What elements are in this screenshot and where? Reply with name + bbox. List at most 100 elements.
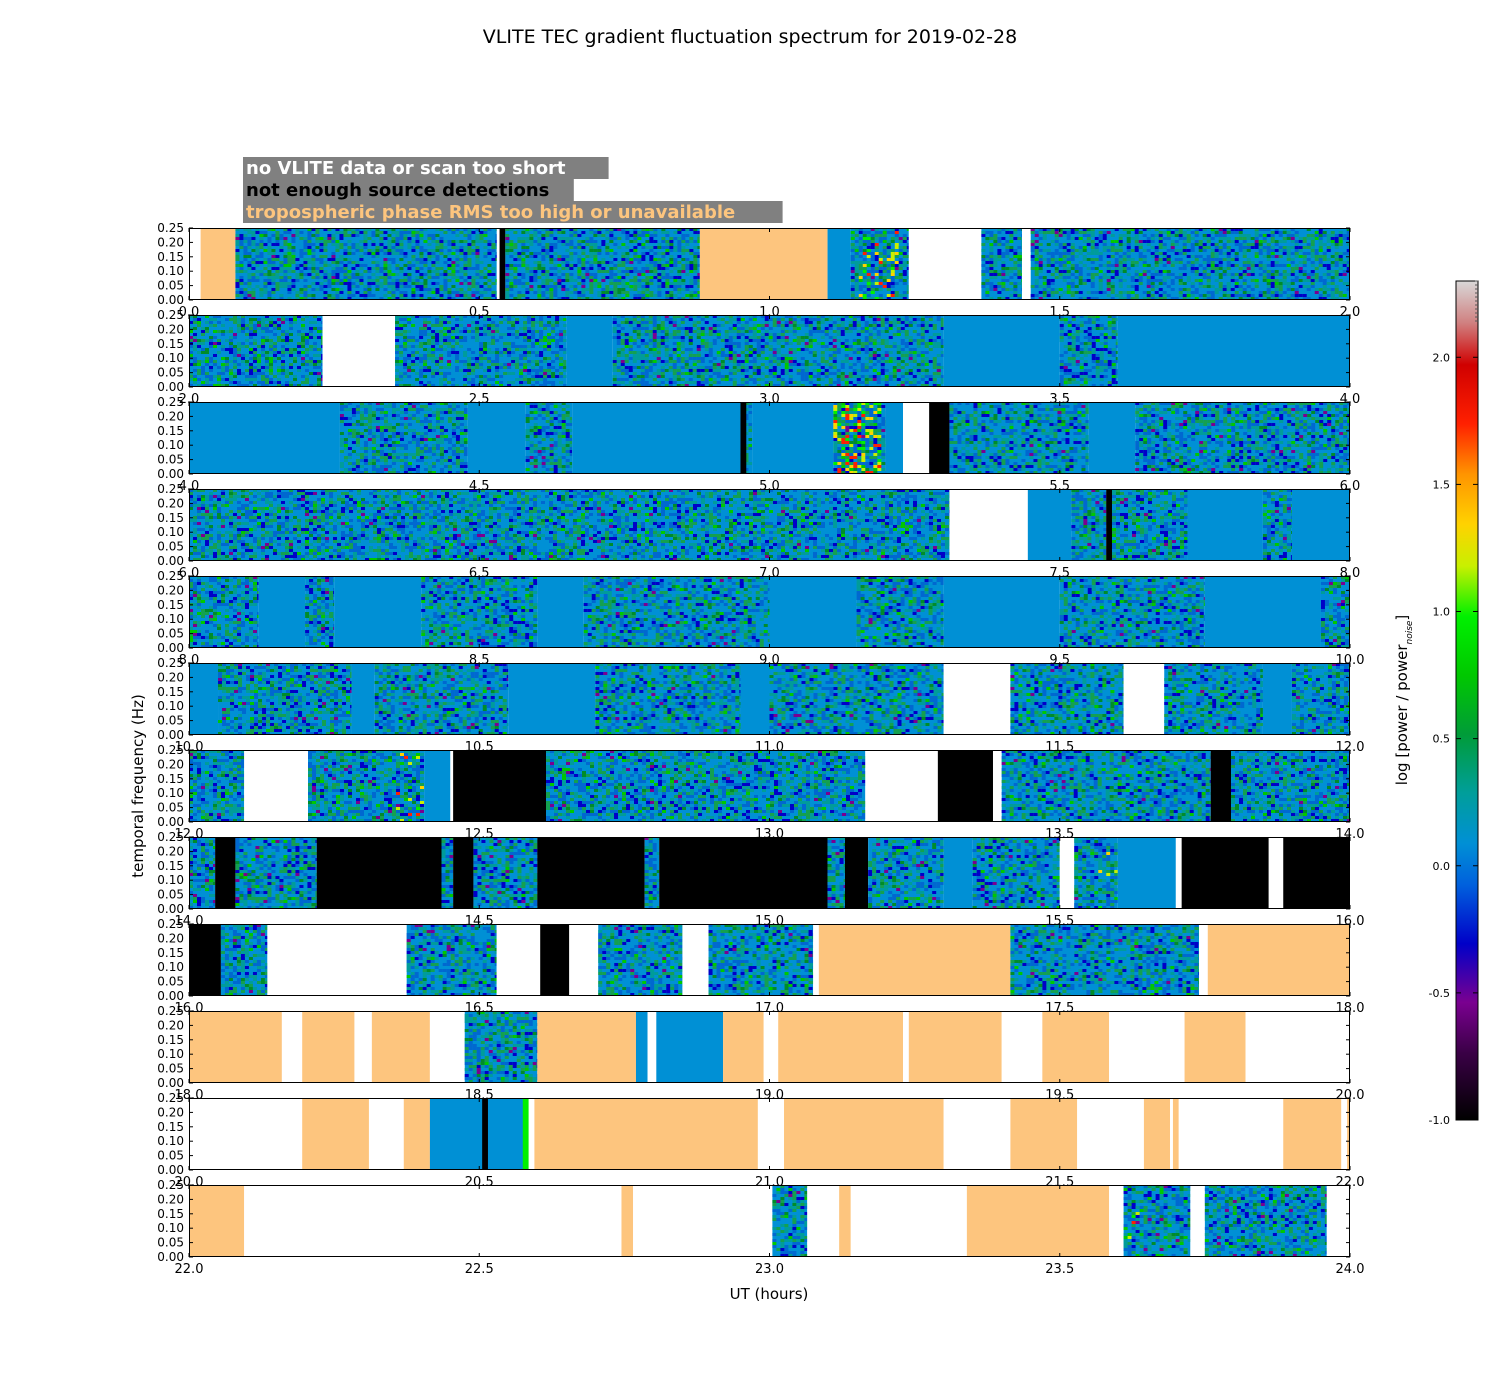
spectrum-cell [403, 384, 408, 387]
spectrum-cell [628, 339, 633, 342]
spectrum-cell [283, 276, 288, 279]
spectrum-cell [989, 282, 994, 285]
spectrum-cell [581, 294, 586, 297]
spectrum-cell [313, 360, 317, 363]
spectrum-cell [1262, 270, 1267, 273]
spectrum-cell [858, 237, 863, 240]
spectrum-cell [507, 381, 512, 384]
spectrum-cell [1118, 285, 1123, 288]
spectrum-cell [1282, 279, 1287, 282]
spectrum-cell [866, 276, 871, 279]
y-tick-label: 0.15 [157, 250, 184, 264]
spectrum-cell [419, 231, 424, 234]
spectrum-cell [1074, 228, 1079, 231]
plot-rows: 0.000.050.100.150.200.250.0 0.5 1.0 1.5 2.00… [157, 221, 1364, 1277]
spectrum-cell [423, 357, 428, 360]
spectrum-cell [997, 285, 1002, 288]
spectrum-cell [271, 279, 276, 282]
spectrum-cell [395, 315, 400, 318]
spectrum-cell [708, 348, 713, 351]
spectrum-cell [233, 351, 237, 354]
spectrum-cell [331, 273, 336, 276]
spectrum-cell [309, 372, 313, 375]
spectrum-cell [1278, 246, 1283, 249]
spectrum-cell [1310, 243, 1315, 246]
spectrum-cell [1142, 258, 1147, 261]
spectrum-cell [399, 234, 404, 237]
spectrum-cell [391, 294, 396, 297]
row-1: 0.000.050.100.150.200.252.0 2.5 3.0 3.5 4.0 [157, 308, 1360, 407]
spectrum-cell [1058, 288, 1063, 291]
spectrum-cell [1021, 288, 1023, 291]
spectrum-cell [1038, 264, 1043, 267]
spectrum-cell [1222, 288, 1227, 291]
spectrum-cell [569, 267, 574, 270]
spectrum-cell [1146, 237, 1151, 240]
spectrum-cell [487, 375, 492, 378]
spectrum-cell [411, 249, 416, 252]
spectrum-cell [289, 384, 293, 387]
spectrum-cell [467, 357, 472, 360]
spectrum-cell [886, 294, 891, 297]
spectrum-cell [1046, 258, 1051, 261]
spectrum-cell [247, 267, 252, 270]
spectrum-cell [321, 384, 323, 387]
spectrum-cell [327, 228, 332, 231]
spectrum-cell [625, 258, 630, 261]
spectrum-cell [505, 276, 510, 279]
spectrum-cell [347, 258, 352, 261]
spectrum-cell [271, 258, 276, 261]
spectrum-cell [233, 372, 237, 375]
spectrum-cell [301, 360, 305, 363]
spectrum-cell [447, 291, 452, 294]
spectrum-cell [1106, 231, 1111, 234]
spectrum-cell [311, 243, 316, 246]
spectrum-cell [1266, 252, 1271, 255]
spectrum-cell [1038, 237, 1043, 240]
spectrum-cell [217, 372, 221, 375]
spectrum-cell [205, 375, 209, 378]
spectrum-cell [491, 246, 496, 249]
spectrum-cell [451, 228, 456, 231]
spectrum-cell [617, 264, 622, 267]
spectrum-cell [1114, 252, 1119, 255]
spectrum-cell [648, 315, 653, 318]
spectrum-cell [1005, 231, 1010, 234]
spectrum-cell [1182, 273, 1187, 276]
spectrum-cell [985, 294, 990, 297]
spectrum-cell [311, 261, 316, 264]
spectrum-cell [640, 384, 645, 387]
spectrum-cell [617, 291, 622, 294]
spectrum-cell [523, 327, 528, 330]
spectrum-cell [1346, 261, 1350, 264]
spectrum-cell [347, 294, 352, 297]
spectrum-cell [1090, 297, 1095, 300]
spectrum-cell [1150, 267, 1155, 270]
spectrum-cell [1194, 228, 1199, 231]
spectrum-cell [491, 282, 496, 285]
spectrum-cell [403, 348, 408, 351]
spectrum-cell [1322, 231, 1327, 234]
spectrum-cell [684, 348, 689, 351]
spectrum-cell [1070, 273, 1075, 276]
spectrum-cell [673, 276, 678, 279]
spectrum-cell [593, 261, 598, 264]
spectrum-cell [668, 348, 673, 351]
spectrum-cell [403, 264, 408, 267]
spectrum-cell [612, 366, 617, 369]
spectrum-cell [1214, 228, 1219, 231]
spectrum-cell [641, 270, 646, 273]
spectrum-cell [1270, 264, 1275, 267]
spectrum-cell [585, 288, 590, 291]
spectrum-cell [712, 339, 717, 342]
spectrum-cell [1066, 276, 1071, 279]
spectrum-cell [367, 237, 372, 240]
spectrum-cell [1242, 279, 1247, 282]
spectrum-cell [640, 339, 645, 342]
spectrum-cell [882, 267, 887, 270]
spectrum-cell [890, 276, 895, 279]
spectrum-cell [467, 294, 472, 297]
spectrum-cell [189, 330, 193, 333]
spectrum-cell [1254, 228, 1259, 231]
spectrum-cell [351, 294, 356, 297]
